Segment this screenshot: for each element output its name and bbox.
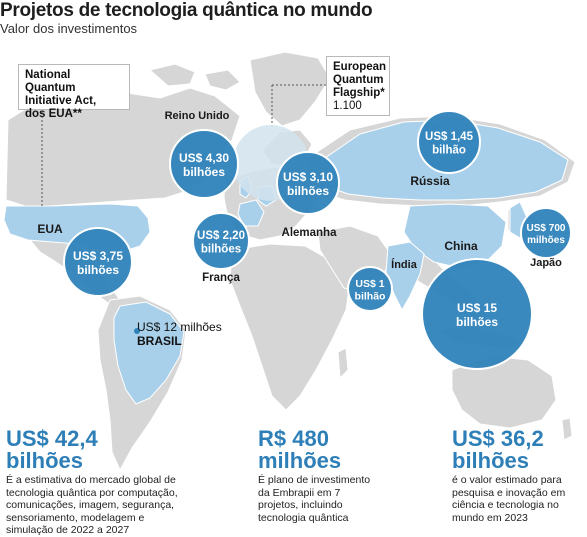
callout-eu-flagship: European Quantum Flagship* 1.100 <box>326 56 390 116</box>
stat-global-value-line1: US$ 42,4 <box>6 426 98 451</box>
brazil-name: BRASIL <box>137 334 182 348</box>
country-brazil <box>113 301 185 405</box>
bubble-japan-circle <box>520 207 572 259</box>
bubble-china-unit: bilhões <box>456 315 498 329</box>
bubble-usa-circle <box>63 227 133 297</box>
country-label-eua: EUA <box>37 222 63 236</box>
land-africa <box>229 243 351 411</box>
bubble-france: US$ 2,20 bilhões <box>192 212 250 270</box>
stat-embrapii-desc: É plano de investimento da Embrapii em 7… <box>258 474 408 524</box>
bubble-uk-unit: bilhões <box>183 165 225 179</box>
bubble-japan-unit: milhões <box>527 235 565 246</box>
bubble-usa-unit: bilhões <box>77 263 119 277</box>
brazil-marker-dot <box>134 328 140 334</box>
country-france <box>237 199 265 227</box>
stat-research-desc-line: ciência e tecnologia no <box>452 499 559 511</box>
country-label-alemanha: Alemanha <box>282 227 338 239</box>
bubble-germany-unit: bilhões <box>287 184 329 198</box>
stat-global-desc-line: sensoriamento, modelagem e <box>6 511 145 524</box>
bubble-russia-unit: bilhão <box>432 145 466 157</box>
stat-global-market: US$ 42,4 bilhões É a estimativa do merca… <box>6 428 186 537</box>
land-arctic-islands <box>148 63 196 87</box>
bubble-russia-circle <box>417 110 481 174</box>
stat-research-value-line1: US$ 36,2 <box>452 426 544 451</box>
bubble-india-circle <box>347 266 393 312</box>
stat-embrapii-desc-line: projetos, incluindo <box>258 499 343 511</box>
country-label-china: China <box>444 239 478 253</box>
callout-lines <box>41 84 328 208</box>
bubble-china-value: US$ 15 <box>457 301 497 315</box>
stat-embrapii-desc-line: tecnologia quântica <box>258 511 349 524</box>
bubble-france-value: US$ 2,20 <box>197 230 245 242</box>
stat-research-desc-line: mundo em 2023 <box>452 511 528 524</box>
stat-research-2023: US$ 36,2 bilhões é o valor estimado para… <box>452 428 582 524</box>
bubble-uk-circle <box>169 129 239 199</box>
country-label-russia: Rússia <box>410 174 450 188</box>
stat-global-desc: É a estimativa do mercado global de tecn… <box>6 474 186 537</box>
callout-usa-act: National Quantum Initiative Act, dos EUA… <box>18 64 130 120</box>
stat-embrapii-desc-line: da Embrapii em 7 <box>258 486 341 499</box>
brazil-value: US$ 12 milhões <box>137 320 222 334</box>
land-australia <box>451 355 557 429</box>
stat-global-desc-line: tecnologia quântica por computação, <box>6 486 178 499</box>
stat-embrapii-value-line1: R$ 480 <box>258 426 329 451</box>
bubble-uk-value: US$ 4,30 <box>179 151 229 165</box>
callout-usa-line1: National Quantum <box>25 69 76 94</box>
stat-embrapii-desc-line: É plano de investimento <box>258 474 371 486</box>
callout-usa-line2: Initiative Act, <box>25 95 97 107</box>
bubble-russia-value: US$ 1,45 <box>425 131 474 143</box>
stat-global-desc-line: comunicações, imagem, segurança, <box>6 499 175 511</box>
bubble-russia: US$ 1,45 bilhão <box>417 110 481 174</box>
bubble-japan-value: US$ 700 <box>527 223 566 234</box>
stat-global-desc-line: simulação de 2022 a 2027 <box>6 524 130 536</box>
stat-research-desc: é o valor estimado para pesquisa e inova… <box>452 474 582 524</box>
stat-research-desc-line: é o valor estimado para <box>452 474 562 486</box>
stat-research-desc-line: pesquisa e inovação em <box>452 486 566 499</box>
stat-global-desc-line: É a estimativa do mercado global de <box>6 474 176 486</box>
country-label-reino_unido: Reino Unido <box>165 110 230 122</box>
bubble-germany-circle <box>276 151 340 215</box>
stat-embrapii: R$ 480 milhões É plano de investimento d… <box>258 428 408 524</box>
bubble-india-value: US$ 1 <box>355 278 384 290</box>
bubble-france-circle <box>192 212 250 270</box>
stat-embrapii-value-line2: milhões <box>258 448 342 473</box>
callout-eu-line1: European <box>333 61 387 73</box>
stat-research-value-line2: bilhões <box>452 448 530 473</box>
bubble-usa-value: US$ 3,75 <box>73 249 123 263</box>
bubble-germany-value: US$ 3,10 <box>283 170 333 184</box>
callout-eu-line2: Quantum <box>333 74 384 86</box>
page-subtitle: Valor dos investimentos <box>0 21 138 36</box>
country-label-franca: França <box>202 272 240 284</box>
callout-eu-value: 1.100 <box>333 100 362 112</box>
bubble-india-unit: bilhão <box>355 291 386 303</box>
country-label-india: Índia <box>391 258 418 271</box>
country-label-japao: Japão <box>530 257 562 269</box>
bubble-france-unit: bilhões <box>201 244 241 256</box>
land-greenland <box>249 51 331 127</box>
callout-usa-line3: dos EUA** <box>25 108 82 120</box>
page-title: Projetos de tecnologia quântica no mundo <box>0 0 373 21</box>
stat-global-value-line2: bilhões <box>6 448 84 473</box>
brazil-label: US$ 12 milhões BRASIL <box>137 320 222 348</box>
bubble-china-circle <box>421 258 533 370</box>
callout-eu-line3: Flagship* <box>333 87 385 99</box>
